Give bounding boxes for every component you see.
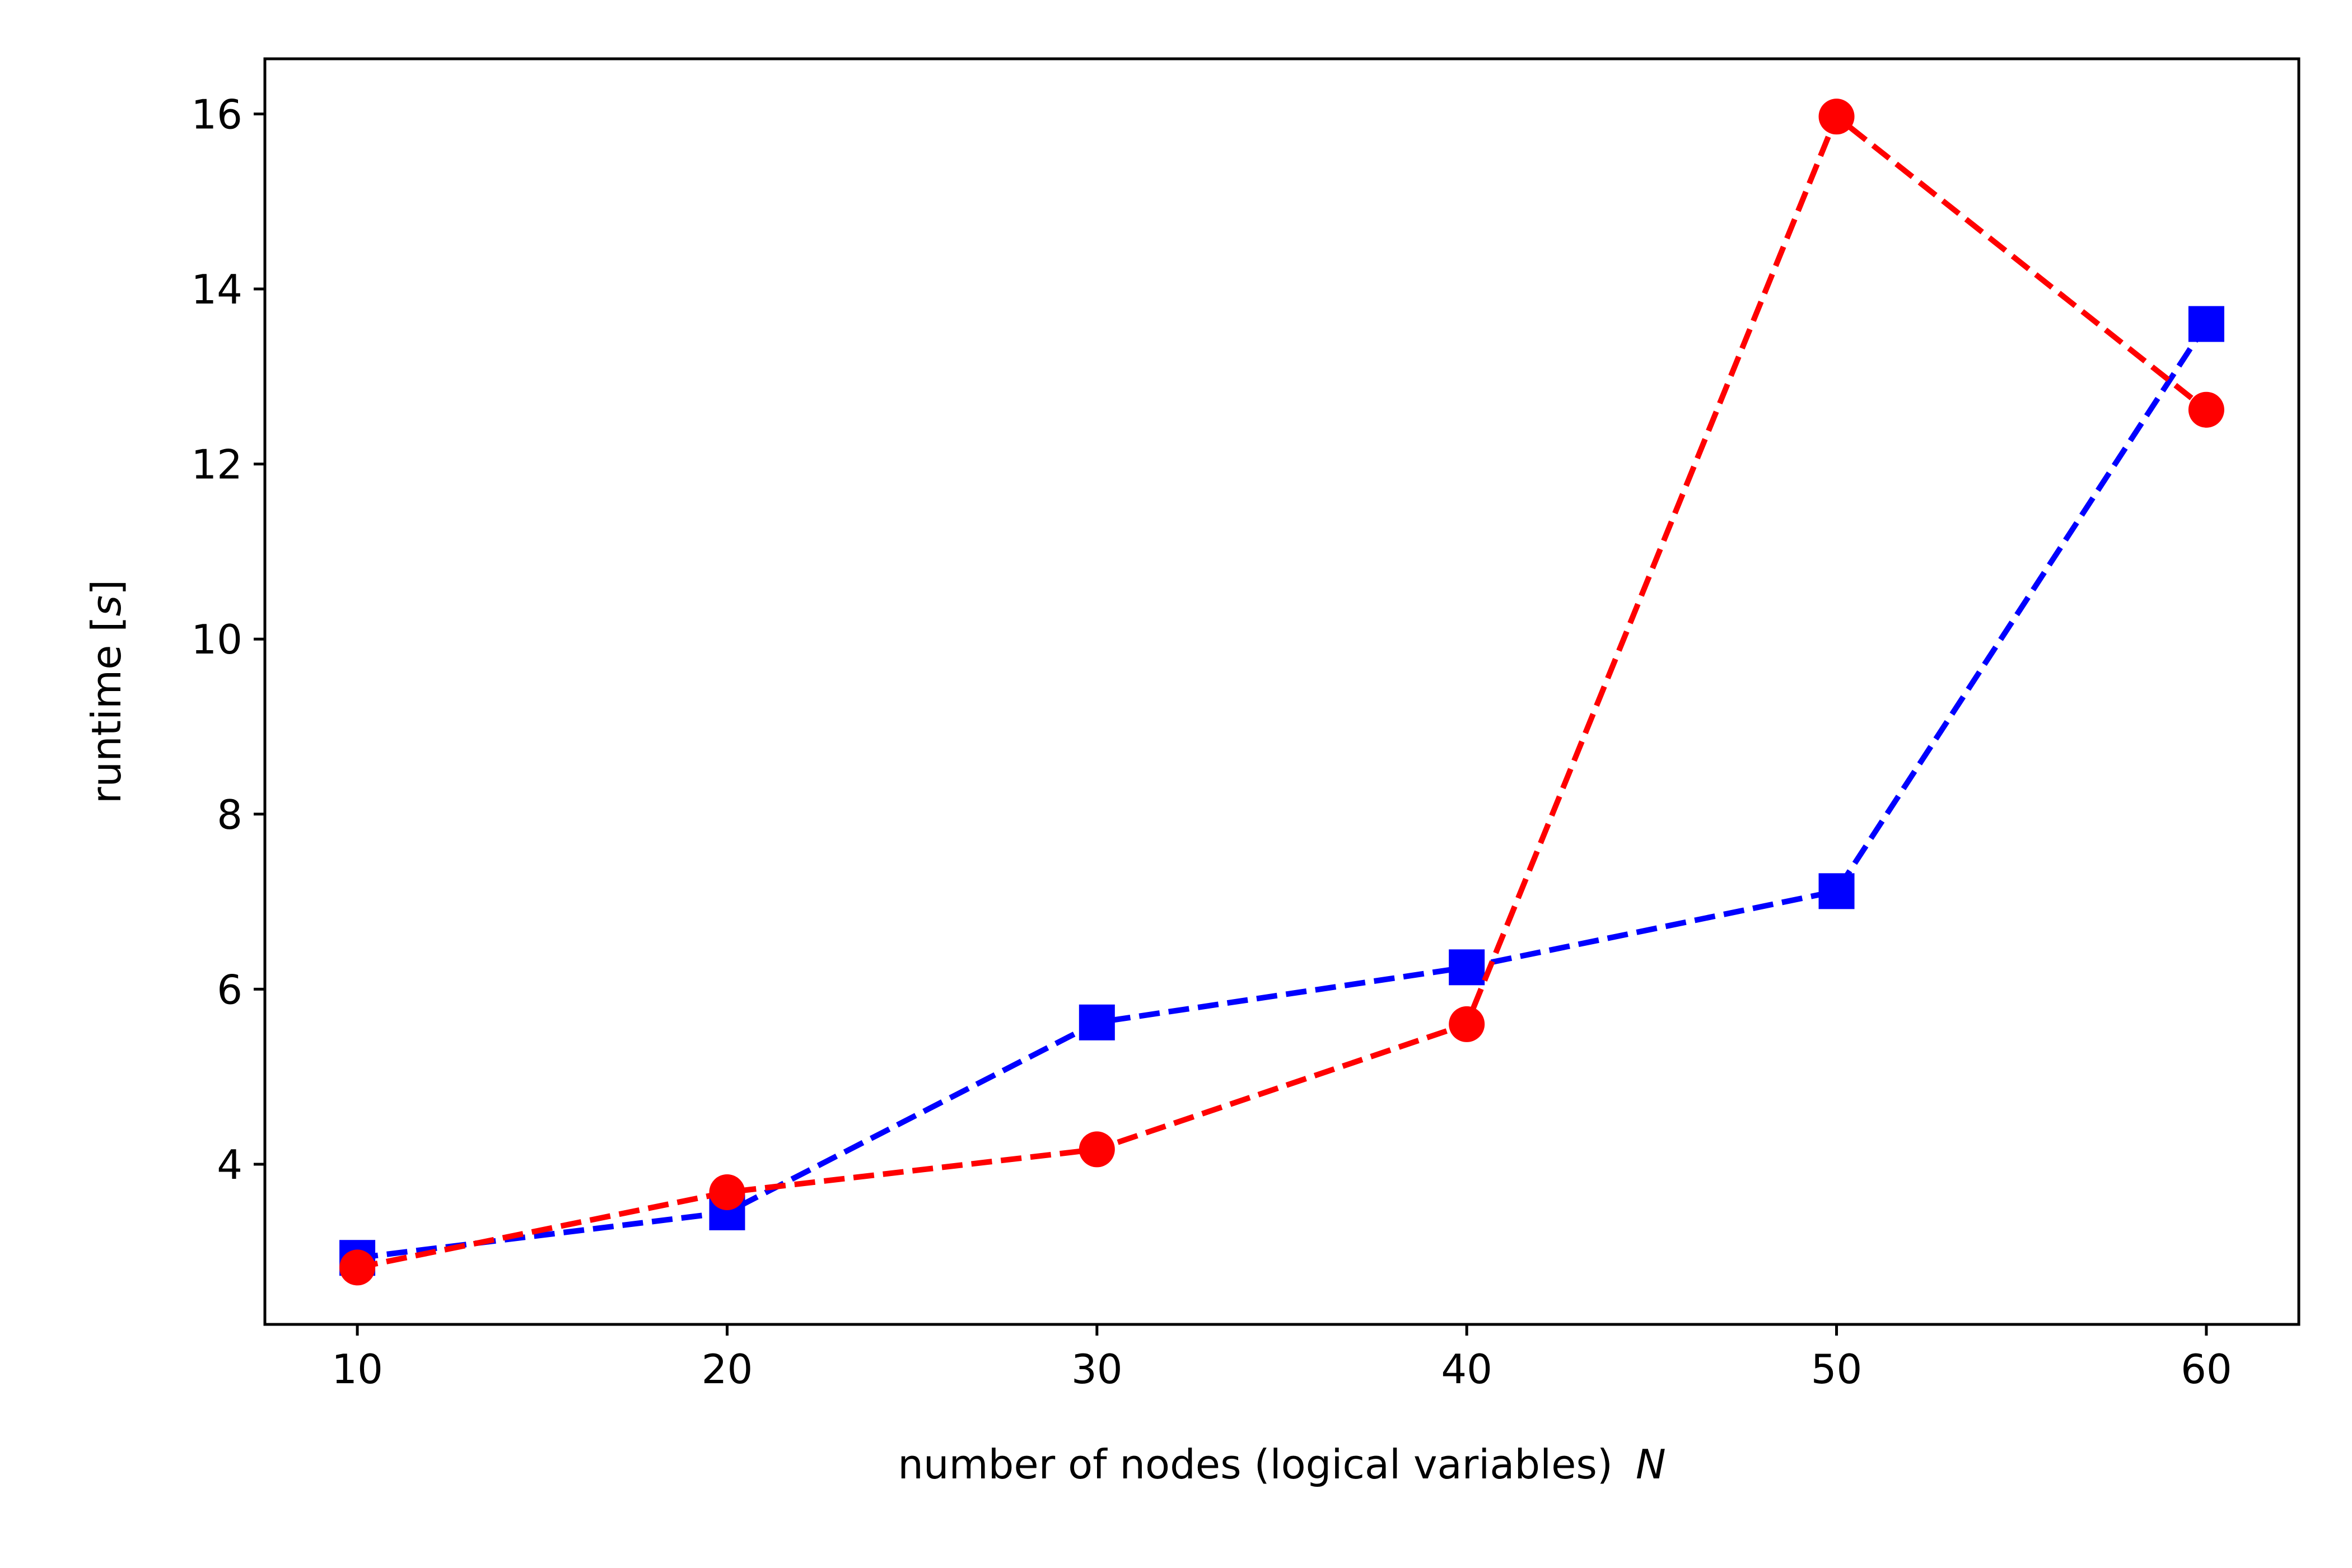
x-axis-label: number of nodes (logical variables) N — [898, 1441, 1666, 1488]
series-layer — [339, 99, 2224, 1286]
y-tick-label: 8 — [217, 791, 242, 838]
y-tick-label: 14 — [191, 266, 242, 313]
y-tick-label: 12 — [191, 441, 242, 488]
x-tick-label: 30 — [1071, 1346, 1123, 1393]
series-2-line — [357, 112, 2209, 1271]
x-axis-ticks: 10 20 30 40 50 60 — [332, 1324, 2232, 1393]
x-tick-label: 40 — [1441, 1346, 1492, 1393]
y-axis-label-suffix: ] — [83, 580, 130, 595]
series-1-line — [357, 322, 2209, 1261]
series-1-point — [2188, 306, 2224, 342]
plot-frame — [263, 57, 2300, 1326]
series-2-point — [709, 1174, 745, 1210]
y-axis-label: runtime [s] — [83, 580, 130, 804]
y-tick-label: 4 — [217, 1141, 242, 1188]
series-2-point — [1079, 1131, 1115, 1168]
x-axis-label-symbol: N — [1636, 1441, 1666, 1488]
series-2-point — [2188, 391, 2224, 428]
series-1-point — [1079, 1004, 1115, 1040]
series-2-point — [339, 1249, 376, 1286]
y-axis-ticks: 4 6 8 10 12 14 16 — [191, 91, 265, 1188]
series-2-point — [1449, 1006, 1485, 1042]
y-axis-label-text: runtime [ — [83, 617, 130, 804]
y-tick-label: 16 — [191, 91, 242, 138]
x-tick-label: 10 — [332, 1346, 383, 1393]
x-tick-label: 20 — [702, 1346, 753, 1393]
y-tick-label: 10 — [191, 616, 242, 663]
x-tick-label: 50 — [1811, 1346, 1863, 1393]
y-axis-label-symbol: s — [83, 595, 130, 617]
series-2-point — [1818, 99, 1855, 135]
y-tick-label: 6 — [217, 966, 242, 1013]
series-1-point — [1818, 873, 1855, 909]
x-axis-label-text: number of nodes (logical variables) — [898, 1441, 1613, 1488]
series-1-point — [1449, 949, 1485, 986]
x-tick-label: 60 — [2181, 1346, 2232, 1393]
